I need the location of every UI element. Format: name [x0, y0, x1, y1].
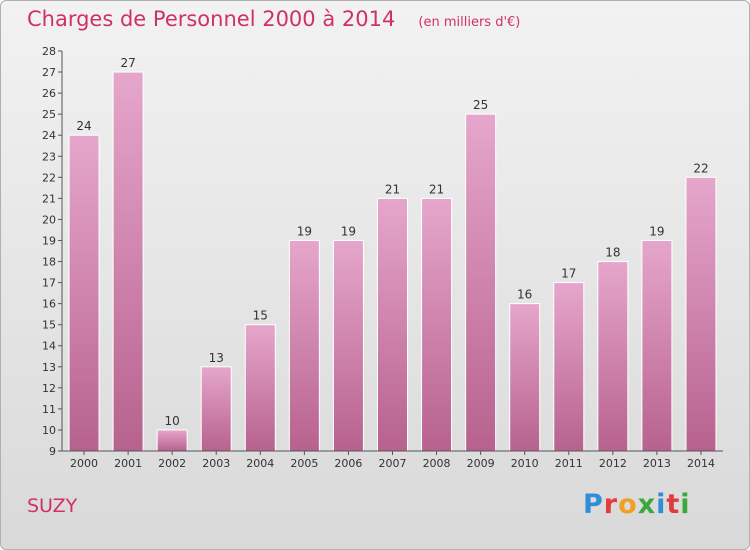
- x-axis: 2000 2001 2002 2003 2004 2005 2006 2007 2008 2009…: [62, 450, 723, 470]
- x-tick-2000: 2000: [70, 457, 98, 470]
- x-tick-2012: 2012: [599, 457, 627, 470]
- value-label-2014: 22: [693, 161, 708, 175]
- y-tick-13: 13: [42, 361, 56, 374]
- value-label-2012: 18: [605, 246, 620, 260]
- y-tick-17: 17: [42, 277, 56, 290]
- logo-letter: i: [680, 489, 691, 520]
- logo-letter: P: [583, 489, 604, 520]
- x-tick-2009: 2009: [467, 457, 495, 470]
- bar-2006: [332, 239, 364, 452]
- y-tick-26: 26: [42, 87, 56, 100]
- y-tick-27: 27: [42, 66, 56, 79]
- bar-2008: [421, 197, 453, 452]
- bar-2012: [597, 261, 629, 452]
- x-tick-2004: 2004: [246, 457, 274, 470]
- bar-2005: [288, 239, 320, 452]
- y-tick-20: 20: [42, 213, 56, 226]
- y-tick-12: 12: [42, 382, 56, 395]
- logo-letter: t: [666, 489, 681, 520]
- x-tick-2007: 2007: [379, 457, 407, 470]
- bar-2009: [465, 113, 497, 452]
- bar-2013: [641, 239, 673, 452]
- title-row: Charges de Personnel 2000 à 2014 (en mil…: [27, 7, 520, 31]
- value-label-2002: 10: [165, 414, 180, 428]
- bar-2010: [509, 303, 541, 452]
- logo-letter: i: [656, 489, 667, 520]
- x-tick-2011: 2011: [555, 457, 583, 470]
- bars-group: [68, 71, 717, 452]
- bar-2014: [685, 176, 717, 452]
- value-label-2005: 19: [297, 224, 312, 238]
- value-label-2011: 17: [561, 267, 576, 281]
- y-tick-19: 19: [42, 234, 56, 247]
- y-tick-15: 15: [42, 319, 56, 332]
- value-label-2006: 19: [341, 224, 356, 238]
- logo-letter: x: [637, 489, 657, 520]
- bar-2004: [244, 324, 276, 452]
- y-tick-14: 14: [42, 340, 56, 353]
- x-tick-2003: 2003: [202, 457, 230, 470]
- y-tick-24: 24: [42, 129, 56, 142]
- value-label-2008: 21: [429, 182, 444, 196]
- x-tick-2006: 2006: [334, 457, 362, 470]
- value-label-2009: 25: [473, 98, 488, 112]
- value-label-2010: 16: [517, 288, 532, 302]
- x-tick-2001: 2001: [114, 457, 142, 470]
- x-tick-2014: 2014: [687, 457, 715, 470]
- value-label-2001: 27: [120, 56, 135, 70]
- x-tick-2005: 2005: [290, 457, 318, 470]
- bar-2003: [200, 366, 232, 452]
- logo-letter: r: [603, 489, 619, 520]
- chart-unit-label: (en milliers d'€): [418, 15, 521, 30]
- y-tick-21: 21: [42, 192, 56, 205]
- y-tick-25: 25: [42, 108, 56, 121]
- y-tick-23: 23: [42, 150, 56, 163]
- y-tick-10: 10: [42, 424, 56, 437]
- x-tick-2002: 2002: [158, 457, 186, 470]
- proxiti-logo: Proxiti: [583, 489, 691, 520]
- y-tick-11: 11: [42, 403, 56, 416]
- bar-2002: [156, 429, 188, 452]
- bar-2000: [68, 134, 100, 452]
- commune-name: SUZY: [27, 495, 78, 517]
- logo-letter: o: [618, 489, 638, 520]
- value-label-2003: 13: [209, 351, 224, 365]
- value-label-2004: 15: [253, 309, 268, 323]
- value-label-2013: 19: [649, 224, 664, 238]
- y-axis: 9 10 11 12 13 14 15 16 17 18 19 20 21 22 23 24 25 26 27 28: [42, 45, 63, 458]
- value-labels-group: 24 27 10 13 15 19 19 21 21 25 16 17 18 19 22: [76, 56, 708, 428]
- y-tick-9: 9: [49, 445, 56, 458]
- bar-2001: [112, 71, 144, 452]
- y-tick-18: 18: [42, 256, 56, 269]
- value-label-2007: 21: [385, 182, 400, 196]
- y-tick-22: 22: [42, 171, 56, 184]
- chart-title: Charges de Personnel 2000 à 2014: [27, 7, 396, 31]
- bar-2007: [377, 197, 408, 452]
- y-tick-16: 16: [42, 298, 56, 311]
- x-tick-2008: 2008: [423, 457, 451, 470]
- bar-2011: [553, 282, 585, 452]
- x-tick-2010: 2010: [511, 457, 539, 470]
- value-label-2000: 24: [76, 119, 91, 133]
- x-tick-2013: 2013: [643, 457, 671, 470]
- y-tick-28: 28: [42, 45, 56, 58]
